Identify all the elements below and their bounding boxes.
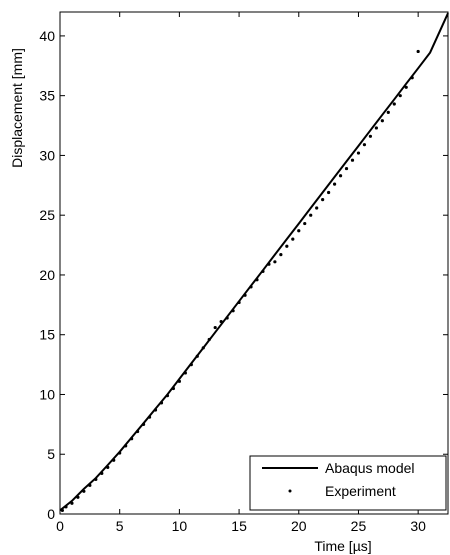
experiment-point <box>297 229 301 233</box>
experiment-point <box>368 134 372 138</box>
experiment-point <box>398 94 402 98</box>
experiment-point <box>404 85 408 89</box>
legend-box <box>249 455 447 511</box>
experiment-point <box>332 182 337 186</box>
experiment-point <box>285 244 289 248</box>
abaqus-model-series <box>59 12 449 512</box>
experiment-point <box>315 206 319 210</box>
x-tick-label: 0 <box>56 518 64 534</box>
x-tick-label: 25 <box>351 518 367 534</box>
experiment-point <box>213 325 217 330</box>
plot-area <box>59 11 449 515</box>
experiment-point <box>338 174 343 178</box>
experiment-point <box>416 49 420 54</box>
legend-experiment-swatch <box>288 489 292 493</box>
y-tick-label: 25 <box>39 207 55 223</box>
y-tick-label: 5 <box>47 446 55 462</box>
experiment-point <box>321 198 325 202</box>
legend-experiment-label: Experiment <box>325 483 396 499</box>
experiment-point <box>350 158 355 162</box>
experiment-point <box>327 190 331 195</box>
y-axis-label: Displacement [mm] <box>9 48 25 168</box>
x-tick-label: 10 <box>172 518 188 534</box>
x-tick-label: 5 <box>116 518 124 534</box>
experiment-point <box>356 151 361 155</box>
experiment-point <box>392 102 396 106</box>
experiment-point <box>380 119 384 123</box>
experiment-point <box>344 166 349 171</box>
legend-model-label: Abaqus model <box>325 460 415 476</box>
x-axis-ticks: 0 5 10 15 20 25 30 <box>56 12 426 534</box>
experiment-point <box>309 213 313 217</box>
experiment-point <box>362 143 367 147</box>
x-tick-label: 30 <box>410 518 426 534</box>
experiment-point <box>273 260 277 264</box>
experiment-point <box>303 221 307 226</box>
y-tick-label: 30 <box>39 147 55 163</box>
y-tick-label: 20 <box>39 267 55 283</box>
x-tick-label: 15 <box>231 518 247 534</box>
y-tick-label: 0 <box>47 506 55 522</box>
experiment-point <box>279 253 283 257</box>
x-axis-label: Time [µs] <box>314 538 371 554</box>
experiment-point <box>386 110 390 114</box>
x-tick-label: 20 <box>291 518 307 534</box>
y-tick-label: 40 <box>39 28 55 44</box>
experiment-point <box>374 126 378 130</box>
y-axis-ticks: 0 5 10 15 20 25 30 35 40 <box>39 28 448 522</box>
abaqus-model-line <box>59 12 449 512</box>
y-tick-label: 15 <box>39 327 55 343</box>
experiment-point <box>291 237 295 241</box>
y-tick-label: 10 <box>39 386 55 402</box>
y-tick-label: 35 <box>39 88 55 104</box>
legend: Abaqus model Experiment <box>249 455 447 511</box>
